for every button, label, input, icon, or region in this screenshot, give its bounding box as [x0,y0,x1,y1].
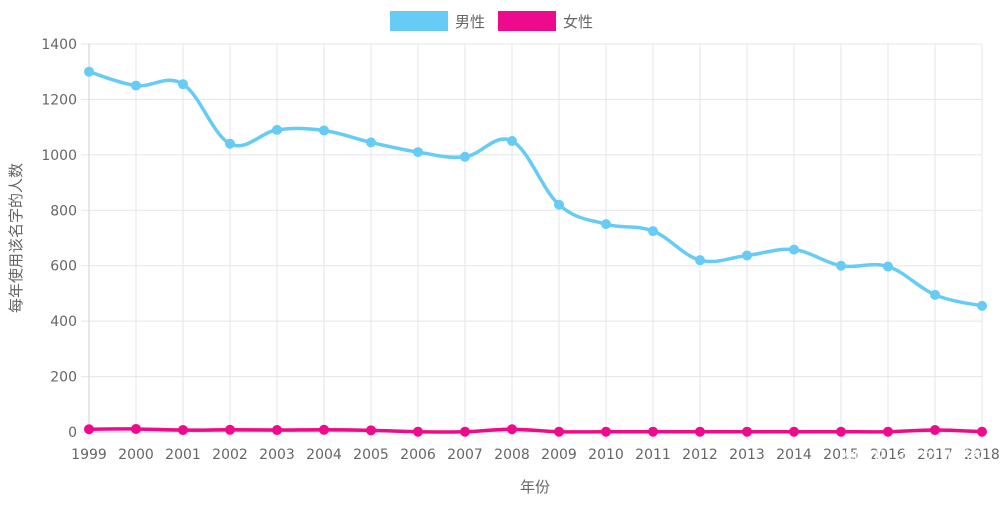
series-lines [84,66,987,437]
legend: 男性 女性 [390,11,593,31]
data-point-male[interactable] [460,151,470,162]
x-tick-label: 2004 [306,447,342,463]
data-point-male[interactable] [84,66,94,77]
data-point-male[interactable] [977,300,987,311]
y-axis-title: 每年使用该名字的人数 [7,163,25,313]
data-point-male[interactable] [695,255,705,266]
y-tick-label: 1000 [41,148,77,164]
data-point-male[interactable] [789,244,799,255]
y-tick-label: 1400 [41,37,77,53]
data-point-female[interactable] [930,425,940,436]
x-tick-label: 2015 [823,447,859,463]
data-point-male[interactable] [225,138,235,149]
data-point-female[interactable] [742,426,752,437]
x-tick-label: 2009 [541,447,577,463]
watermark-text: 知乎 @名小萌 [843,449,982,474]
data-point-female[interactable] [507,424,517,435]
data-point-male[interactable] [507,136,517,146]
data-point-male[interactable] [883,261,893,272]
data-point-female[interactable] [460,426,470,437]
data-point-female[interactable] [413,426,423,437]
y-tick-label: 200 [50,370,77,386]
x-axis-title: 年份 [520,478,550,496]
data-point-female[interactable] [977,426,987,437]
x-tick-label: 2010 [588,447,624,463]
data-point-male[interactable] [272,124,282,135]
data-point-female[interactable] [695,426,705,437]
data-point-female[interactable] [178,425,188,436]
data-point-female[interactable] [272,425,282,436]
legend-swatch [498,11,556,31]
data-point-male[interactable] [836,260,846,271]
y-tick-label: 600 [50,259,77,275]
data-point-male[interactable] [930,289,940,300]
data-point-male[interactable] [601,219,611,230]
x-tick-label: 2012 [682,447,718,463]
y-tick-label: 0 [68,425,77,441]
data-point-female[interactable] [366,425,376,436]
data-point-female[interactable] [883,426,893,437]
x-tick-label: 2003 [259,447,295,463]
series-line-male [87,69,984,308]
x-tick-label: 1999 [71,447,107,463]
data-point-female[interactable] [836,426,846,437]
x-tick-label: 2001 [165,447,201,463]
data-point-female[interactable] [789,426,799,437]
grid-lines [81,43,983,440]
data-point-female[interactable] [84,424,94,435]
series-line-female [87,427,984,434]
x-tick-label: 2005 [353,447,389,463]
y-tick-label: 1200 [41,92,77,108]
data-point-male[interactable] [648,226,658,237]
legend-label: 女性 [563,13,593,31]
x-tick-label: 2002 [212,447,248,463]
data-point-female[interactable] [648,426,658,437]
data-point-male[interactable] [131,80,141,91]
x-tick-label: 2007 [447,447,483,463]
x-tick-label: 2016 [870,447,906,463]
y-tick-label: 800 [50,203,77,219]
legend-label: 男性 [455,13,485,31]
data-point-male[interactable] [413,147,423,158]
data-point-male[interactable] [554,199,564,210]
x-tick-label: 2014 [776,447,812,463]
data-point-male[interactable] [366,137,376,148]
x-tick-label: 2017 [917,447,953,463]
x-tick-label: 2018 [964,447,1000,463]
axes: 0 200 400 600 800 1000 1200 1400 1999 2000 2001 200… [41,37,999,463]
data-point-male[interactable] [742,250,752,261]
data-point-male[interactable] [319,125,329,136]
data-point-female[interactable] [554,426,564,437]
legend-swatch [390,11,448,31]
legend-item-female[interactable]: 女性 [498,11,593,31]
data-point-male[interactable] [178,79,188,90]
x-tick-label: 2011 [635,447,671,463]
data-point-female[interactable] [225,424,235,435]
x-tick-label: 2008 [494,447,530,463]
data-point-female[interactable] [319,424,329,435]
y-tick-label: 400 [50,314,77,330]
x-tick-label: 2006 [400,447,436,463]
data-point-female[interactable] [131,423,141,434]
legend-item-male[interactable]: 男性 [390,11,485,31]
data-point-female[interactable] [601,426,611,437]
x-tick-label: 2000 [118,447,154,463]
x-tick-label: 2013 [729,447,765,463]
